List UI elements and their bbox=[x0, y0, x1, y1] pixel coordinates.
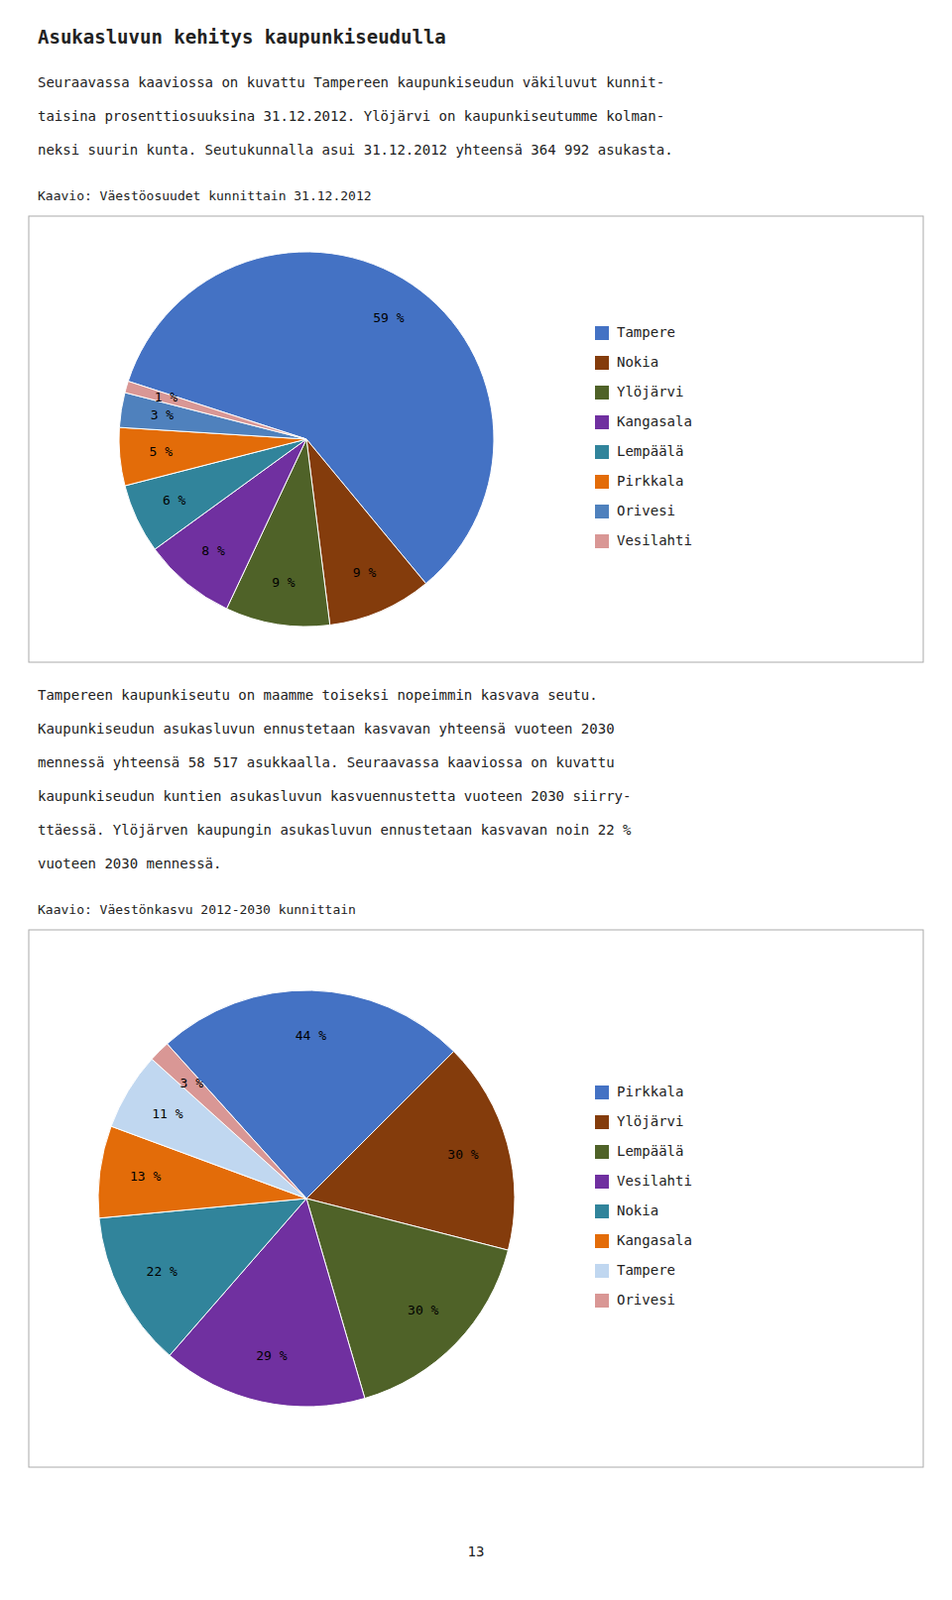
pie-slice bbox=[99, 1198, 307, 1356]
legend-item: Tampere bbox=[595, 324, 676, 341]
legend-label: Pirkkala bbox=[616, 473, 684, 489]
legend-label: Vesilahti bbox=[616, 532, 693, 549]
legend-label: Pirkkala bbox=[616, 1083, 684, 1100]
intro-text: Seuraavassa kaaviossa on kuvattu Tampere… bbox=[37, 74, 665, 91]
data-label: 11 % bbox=[151, 1106, 183, 1122]
data-label: 1 % bbox=[154, 389, 179, 405]
legend-label: Lempäälä bbox=[616, 443, 684, 460]
legend-item: Vesilahti bbox=[595, 532, 693, 549]
legend-label: Lempäälä bbox=[616, 1143, 684, 1160]
legend-item: Ylöjärvi bbox=[595, 383, 684, 400]
data-labels: 44 % 30 % 30 % 29 % 22 % 13 % 11 % 3 % bbox=[129, 1028, 479, 1365]
legend-swatch bbox=[595, 1204, 609, 1219]
legend-item: Lempäälä bbox=[595, 1143, 684, 1160]
background bbox=[0, 0, 952, 1600]
data-label: 44 % bbox=[295, 1028, 327, 1044]
data-label: 9 % bbox=[353, 565, 377, 581]
data-label: 3 % bbox=[180, 1075, 205, 1091]
legend-item: Vesilahti bbox=[595, 1173, 693, 1190]
data-label: 30 % bbox=[407, 1303, 439, 1318]
pie-chart: 44 % 30 % 30 % 29 % 22 % 13 % 11 % 3 % Pirkkala Y… bbox=[28, 930, 924, 1468]
body-text: ttäessä. Ylöjärven kaupungin asukasluvun… bbox=[37, 822, 632, 838]
legend-swatch bbox=[595, 445, 609, 460]
legend-swatch bbox=[595, 415, 609, 430]
data-label: 3 % bbox=[150, 407, 175, 423]
data-label: 29 % bbox=[255, 1348, 287, 1364]
legend-swatch bbox=[595, 356, 609, 370]
legend-swatch bbox=[595, 1294, 609, 1309]
legend-item: Lempäälä bbox=[595, 443, 684, 460]
legend-swatch bbox=[595, 504, 609, 519]
intro-text: taisina prosenttiosuuksina 31.12.2012. Y… bbox=[37, 108, 665, 124]
data-label: 8 % bbox=[201, 543, 226, 559]
legend-swatch bbox=[595, 385, 609, 400]
legend-label: Ylöjärvi bbox=[616, 383, 684, 400]
pie-slices bbox=[119, 251, 494, 627]
legend: Tampere Nokia Ylöjärvi Kangasala Lempäälä Pir… bbox=[595, 324, 693, 549]
legend-label: Tampere bbox=[616, 1262, 676, 1279]
legend-swatch bbox=[595, 1115, 609, 1130]
legend-item: Kangasala bbox=[595, 413, 693, 430]
legend-label: Orivesi bbox=[616, 1292, 676, 1309]
pie-slice bbox=[124, 381, 307, 440]
legend-item: Tampere bbox=[595, 1262, 676, 1279]
pie-chart: 59 % 9 % 9 % 8 % 6 % 5 % 3 % 1 % Tampere Nokia Ylö… bbox=[28, 216, 924, 663]
intro-text: neksi suurin kunta. Seutukunnalla asui 3… bbox=[37, 141, 674, 158]
data-label: 5 % bbox=[148, 444, 173, 460]
legend-swatch bbox=[595, 326, 609, 341]
chart-caption: Kaavio: Väestönkasvu 2012-2030 kunnittai… bbox=[37, 902, 357, 918]
legend-label: Orivesi bbox=[616, 502, 676, 519]
legend-swatch bbox=[595, 475, 609, 489]
body-text: Tampereen kaupunkiseutu on maamme toisek… bbox=[37, 687, 598, 704]
data-label: 13 % bbox=[129, 1169, 161, 1185]
legend-item: Nokia bbox=[595, 1202, 659, 1219]
data-label: 59 % bbox=[372, 310, 404, 326]
legend-item: Pirkkala bbox=[595, 473, 684, 489]
legend-label: Kangasala bbox=[616, 1232, 693, 1249]
legend-item: Ylöjärvi bbox=[595, 1113, 684, 1130]
legend-swatch bbox=[595, 1175, 609, 1190]
legend-swatch bbox=[595, 534, 609, 549]
legend-item: Kangasala bbox=[595, 1232, 693, 1249]
data-labels: 59 % 9 % 9 % 8 % 6 % 5 % 3 % 1 % bbox=[148, 310, 404, 592]
legend-item: Pirkkala bbox=[595, 1083, 684, 1100]
body-text: kaupunkiseudun kuntien asukasluvun kasvu… bbox=[37, 788, 631, 805]
legend-item: Orivesi bbox=[595, 502, 676, 519]
pie-slices bbox=[98, 990, 515, 1408]
legend-label: Ylöjärvi bbox=[616, 1113, 684, 1130]
body-text: mennessä yhteensä 58 517 asukkaalla. Seu… bbox=[37, 754, 615, 771]
legend-swatch bbox=[595, 1145, 609, 1160]
chart-frame bbox=[28, 930, 924, 1468]
legend-swatch bbox=[595, 1264, 609, 1279]
data-label: 6 % bbox=[162, 492, 187, 508]
pie-slice bbox=[111, 1059, 307, 1199]
body-text: vuoteen 2030 mennessä. bbox=[37, 855, 222, 872]
legend-swatch bbox=[595, 1234, 609, 1249]
body-text: Kaupunkiseudun asukasluvun ennustetaan k… bbox=[37, 720, 615, 737]
legend: Pirkkala Ylöjärvi Lempäälä Vesilahti Nokia Ka… bbox=[595, 1083, 693, 1309]
page: Asukasluvun kehitys kaupunkiseudulla Seur… bbox=[0, 0, 952, 1600]
legend-label: Kangasala bbox=[616, 413, 693, 430]
legend-label: Vesilahti bbox=[616, 1173, 693, 1190]
page-title: Asukasluvun kehitys kaupunkiseudulla bbox=[37, 25, 447, 48]
legend-swatch bbox=[595, 1085, 609, 1100]
page-number: 13 bbox=[468, 1544, 485, 1560]
chart-frame bbox=[28, 216, 924, 663]
data-label: 30 % bbox=[447, 1147, 478, 1163]
legend-item: Nokia bbox=[595, 354, 659, 370]
legend-item: Orivesi bbox=[595, 1292, 676, 1309]
legend-label: Nokia bbox=[616, 354, 659, 370]
chart-caption: Kaavio: Väestöosuudet kunnittain 31.12.2… bbox=[37, 188, 372, 204]
legend-label: Tampere bbox=[616, 324, 676, 341]
data-label: 9 % bbox=[271, 575, 296, 591]
pie-slice bbox=[151, 1044, 307, 1199]
data-label: 22 % bbox=[146, 1264, 178, 1280]
legend-label: Nokia bbox=[616, 1202, 659, 1219]
